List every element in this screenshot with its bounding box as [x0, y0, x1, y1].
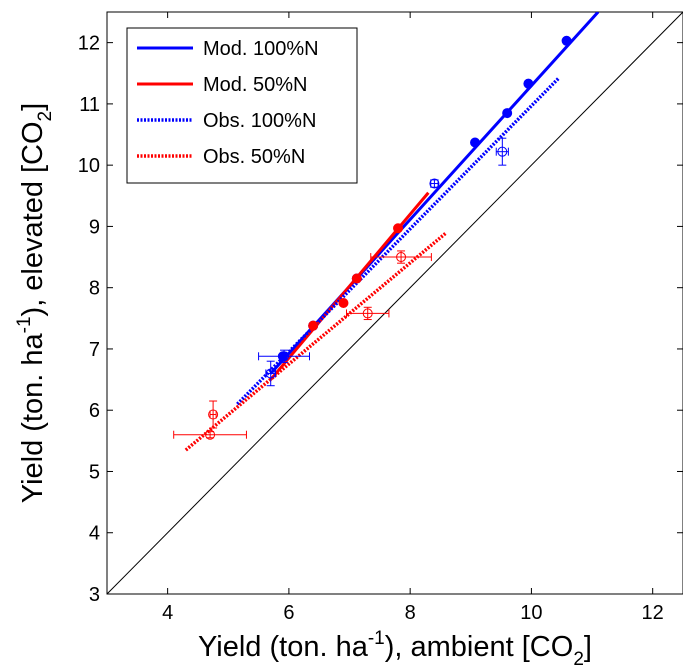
data-point	[208, 400, 219, 429]
data-point	[470, 137, 481, 148]
x-axis-label-sup: -1	[368, 628, 385, 649]
series-line-4	[184, 231, 448, 452]
model-marker	[502, 108, 513, 119]
y-axis-label-sup: -1	[14, 316, 35, 333]
identity-line	[107, 12, 683, 594]
data-points-layer	[173, 35, 572, 440]
data-point	[495, 137, 509, 166]
observed-marker	[362, 308, 373, 319]
model-marker	[338, 298, 349, 308]
y-axis-label-mid: ), elevated [CO	[17, 121, 49, 316]
series-line-2	[269, 191, 430, 381]
y-tick-label: 9	[89, 216, 100, 238]
series-lines-layer	[184, 12, 600, 452]
data-point	[523, 78, 534, 89]
data-point	[265, 360, 277, 387]
model-marker	[523, 78, 534, 89]
y-axis-label: Yield (ton. ha-1), elevated [CO2]	[14, 103, 56, 503]
model-marker	[351, 273, 362, 284]
legend-label-1: Mod. 100%N	[203, 38, 319, 60]
x-axis-label-main: Yield (ton. ha	[198, 631, 369, 663]
y-tick-label: 11	[79, 94, 100, 116]
data-point	[561, 35, 572, 46]
identity-line-layer	[107, 12, 683, 594]
y-tick-label: 3	[89, 584, 100, 606]
x-axis-label-sub: 2	[573, 649, 584, 670]
y-tick-label: 6	[89, 400, 100, 422]
y-tick-label: 7	[89, 339, 100, 361]
model-marker	[470, 137, 481, 148]
data-point	[429, 178, 440, 189]
y-axis-ticks: 3 4 5 6 7 8 9 10 11 12	[78, 33, 683, 606]
y-axis-label-main: Yield (ton. ha	[17, 333, 49, 504]
y-tick-label: 12	[78, 33, 100, 55]
data-point	[393, 223, 404, 234]
data-point	[345, 306, 390, 321]
model-marker	[393, 223, 404, 234]
legend: Mod. 100%N Mod. 50%N Obs. 100%N Obs. 50%N	[126, 27, 358, 184]
observed-marker	[429, 178, 440, 189]
observed-marker	[279, 351, 290, 362]
data-point	[308, 320, 319, 331]
observed-marker	[396, 252, 407, 263]
legend-label-3: Obs. 100%N	[203, 110, 316, 132]
x-tick-label: 4	[162, 602, 173, 624]
data-point	[258, 349, 311, 363]
legend-label-4: Obs. 50%N	[203, 146, 305, 168]
y-axis-label-end: ]	[17, 103, 49, 111]
model-marker	[308, 320, 319, 331]
x-axis-ticks: 4 6 8 10 12	[162, 12, 664, 624]
data-point	[370, 250, 432, 264]
y-tick-label: 5	[89, 461, 100, 483]
y-axis-label-sub: 2	[35, 111, 56, 122]
x-axis-label-end: ]	[584, 631, 592, 663]
observed-marker	[208, 409, 219, 420]
y-tick-label: 8	[89, 278, 100, 300]
legend-label-2: Mod. 50%N	[203, 74, 308, 96]
data-point	[502, 108, 513, 119]
model-marker	[561, 35, 572, 46]
data-point	[338, 298, 349, 308]
x-axis-label: Yield (ton. ha-1), ambient [CO2]	[198, 628, 592, 670]
x-tick-label: 10	[520, 602, 542, 624]
observed-marker	[265, 368, 276, 379]
observed-marker	[205, 429, 216, 440]
observed-marker	[497, 146, 508, 157]
x-tick-label: 8	[405, 602, 416, 624]
x-tick-label: 6	[283, 602, 294, 624]
y-tick-label: 4	[89, 523, 100, 545]
data-point	[351, 273, 362, 284]
x-axis-label-mid: ), ambient [CO	[385, 631, 574, 663]
y-tick-label: 10	[78, 155, 100, 177]
data-point	[173, 429, 247, 440]
x-tick-label: 12	[642, 602, 664, 624]
series-line-3	[236, 76, 560, 406]
